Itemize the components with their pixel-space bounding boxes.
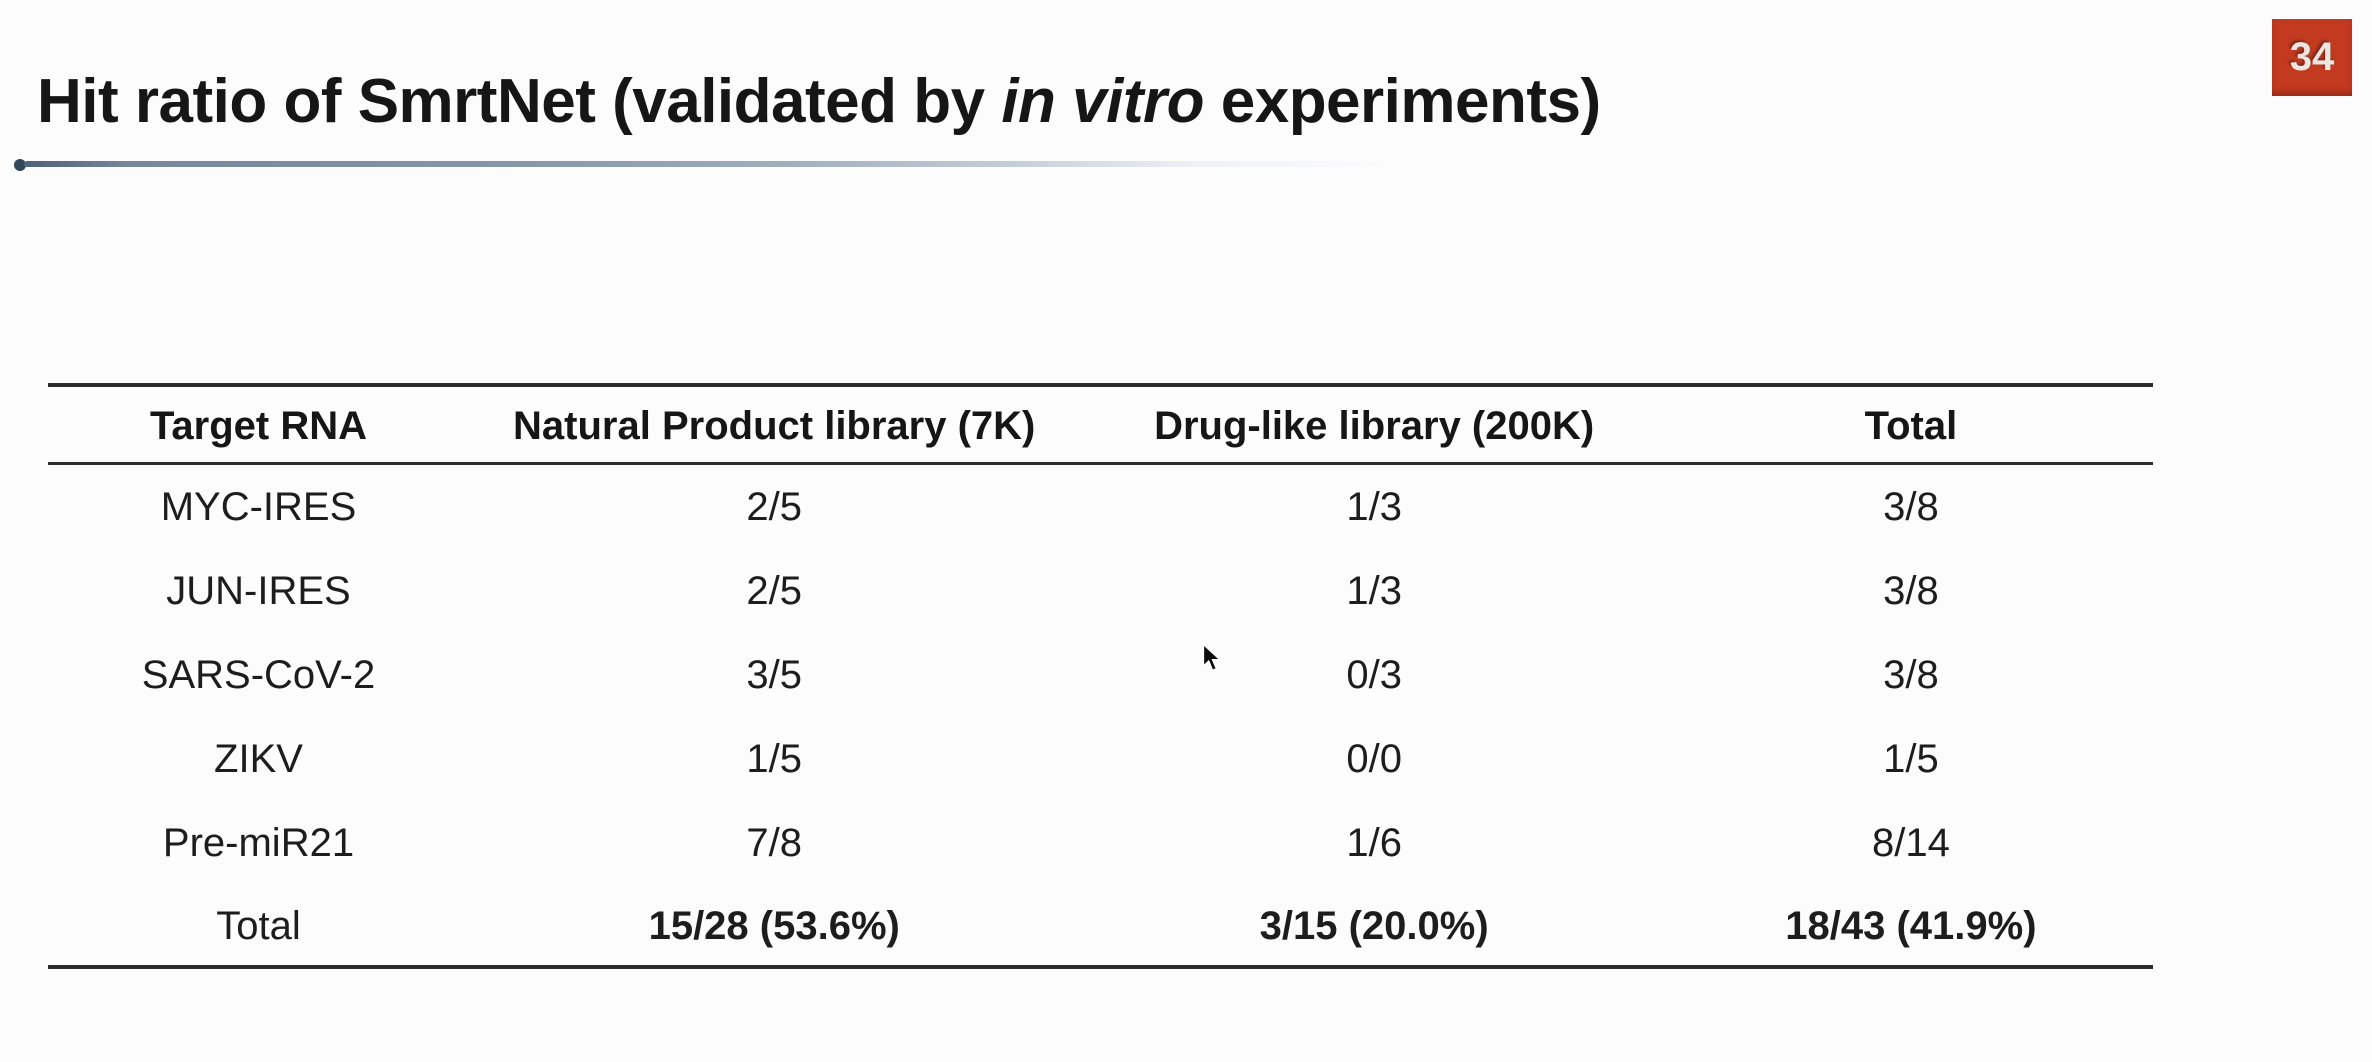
column-header-target-rna: Target RNA (149, 403, 368, 448)
cell-np-library: 1/5 (746, 736, 803, 781)
table-header-row: Target RNA Natural Product library (7K) … (48, 385, 2153, 463)
table-row-sars-cov-2: SARS-CoV-2 3/5 0/3 3/8 (48, 631, 2153, 715)
cell-target: SARS-CoV-2 (141, 652, 376, 697)
cell-total-label: Total (216, 903, 301, 948)
cell-dl-library: 1/6 (1346, 820, 1402, 865)
cell-total: 3/8 (1883, 652, 1939, 697)
page-number: 34 (2289, 35, 2335, 79)
table-row-zikv: ZIKV 1/5 0/0 1/5 (48, 715, 2153, 799)
cell-dl-library: 1/3 (1346, 485, 1402, 530)
cell-total: 8/14 (1871, 820, 1950, 865)
table-row-pre-mir21: Pre-miR21 7/8 1/6 8/14 (48, 799, 2153, 883)
table-row-jun-ires: JUN-IRES 2/5 1/3 3/8 (48, 547, 2153, 631)
cell-np-library-total: 15/28 (53.6%) (648, 903, 900, 948)
slide-title-italic-text: in vitro (1001, 67, 1204, 136)
cell-total: 1/5 (1883, 736, 1939, 781)
cell-target: JUN-IRES (166, 568, 351, 613)
cell-target: MYC-IRES (160, 485, 357, 530)
table-header: Target RNA Natural Product library (7K) … (48, 385, 2153, 463)
cell-dl-library: 1/3 (1346, 568, 1402, 613)
cell-target: Pre-miR21 (162, 820, 355, 865)
slide-title-text-suffix: experiments) (1204, 67, 1601, 136)
slide-title-text: Hit ratio of SmrtNet (validated by (37, 67, 1002, 136)
cell-np-library: 2/5 (746, 568, 803, 613)
title-underline-dot (14, 159, 26, 171)
hit-ratio-table: Target RNA Natural Product library (7K) … (48, 383, 2153, 969)
slide-title: Hit ratio of SmrtNet (validated by in vi… (37, 71, 1601, 133)
cell-np-library: 7/8 (746, 820, 803, 865)
page-number-badge: 34 (2272, 19, 2352, 96)
cell-np-library: 2/5 (746, 485, 803, 530)
cell-grand-total: 18/43 (41.9%) (1785, 903, 2037, 948)
title-underline-accent (24, 161, 1390, 167)
cell-dl-library-total: 3/15 (20.0%) (1259, 903, 1489, 948)
cell-total: 3/8 (1883, 568, 1939, 613)
table-row-total: Total 15/28 (53.6%) 3/15 (20.0%) 18/43 (… (48, 883, 2153, 967)
cell-dl-library: 0/0 (1346, 736, 1402, 781)
cell-total: 3/8 (1883, 485, 1939, 530)
table-row-myc-ires: MYC-IRES 2/5 1/3 3/8 (48, 463, 2153, 547)
column-header-total: Total (1864, 403, 1958, 448)
cell-np-library: 3/5 (746, 652, 803, 697)
cell-dl-library: 0/3 (1346, 652, 1402, 697)
column-header-drug-like-library: Drug-like library (200K) (1154, 403, 1595, 448)
cell-target: ZIKV (214, 736, 303, 781)
table-body: MYC-IRES 2/5 1/3 3/8 JUN-IRES 2/5 1/3 3/… (48, 463, 2153, 967)
column-header-natural-product-library: Natural Product library (7K) (513, 403, 1036, 448)
mouse-cursor-icon (1202, 643, 1222, 672)
